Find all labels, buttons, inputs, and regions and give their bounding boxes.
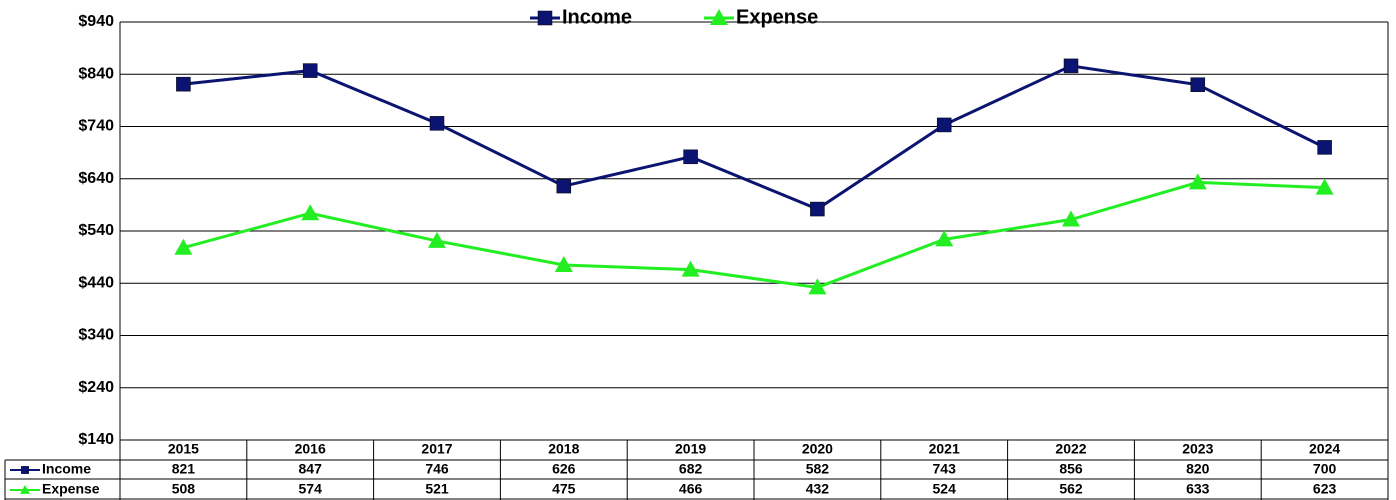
series-line [183, 180, 1325, 289]
data-point [174, 238, 193, 255]
data-point [681, 260, 700, 277]
y-tick-label: $540 [78, 222, 114, 239]
data-point [1315, 178, 1334, 195]
data-point [936, 117, 952, 133]
data-point [429, 116, 445, 131]
data-point [301, 204, 320, 221]
data-point [1063, 58, 1079, 74]
data-point [556, 178, 572, 194]
table-value: 626 [552, 461, 576, 477]
series-line [183, 64, 1326, 211]
data-point [176, 76, 191, 92]
data-point [1317, 140, 1332, 155]
y-tick-label: $440 [78, 274, 114, 291]
table-value: 574 [299, 481, 323, 497]
legend-label: Income [562, 6, 632, 28]
table-value: 700 [1313, 461, 1337, 477]
x-tick-label: 2016 [295, 441, 326, 457]
table-value: 466 [679, 481, 703, 497]
data-point [428, 231, 446, 248]
table-series-label: Expense [42, 481, 100, 497]
legend-marker [710, 9, 728, 25]
x-tick-label: 2019 [675, 441, 706, 457]
table-value: 821 [172, 461, 196, 477]
legend-marker [537, 10, 553, 26]
table-series-label: Income [42, 461, 91, 477]
x-tick-label: 2015 [168, 441, 199, 457]
y-tick-label: $140 [78, 431, 114, 448]
x-tick-label: 2021 [929, 441, 960, 457]
y-tick-label: $840 [78, 65, 114, 82]
table-value: 432 [806, 481, 830, 497]
table-value: 623 [1313, 481, 1337, 497]
table-value: 743 [933, 461, 957, 477]
table-value: 633 [1186, 481, 1210, 497]
data-point [935, 230, 954, 247]
data-point [1062, 210, 1080, 227]
x-tick-label: 2018 [548, 441, 579, 457]
table-legend-marker [21, 466, 29, 474]
y-tick-label: $340 [78, 327, 114, 344]
table-value: 508 [172, 481, 196, 497]
table-value: 746 [425, 461, 449, 477]
data-point [1190, 77, 1206, 92]
table-value: 582 [806, 461, 830, 477]
data-point [554, 255, 573, 272]
table-legend-marker [20, 485, 30, 494]
x-tick-label: 2017 [421, 441, 452, 457]
table-value: 524 [933, 481, 957, 497]
data-point [1188, 173, 1207, 190]
y-tick-label: $740 [78, 118, 114, 135]
y-tick-label: $640 [78, 170, 114, 187]
table-value: 521 [425, 481, 449, 497]
x-tick-label: 2022 [1055, 441, 1086, 457]
data-point [808, 278, 827, 295]
y-tick-label: $240 [78, 379, 114, 396]
table-value: 682 [679, 461, 703, 477]
data-point [683, 149, 698, 165]
x-tick-label: 2024 [1309, 441, 1340, 457]
x-tick-label: 2023 [1182, 441, 1213, 457]
table-value: 562 [1059, 481, 1083, 497]
data-point [302, 63, 318, 78]
y-tick-label: $940 [78, 13, 114, 30]
x-tick-label: 2020 [802, 441, 833, 457]
table-value: 820 [1186, 461, 1210, 477]
table-value: 475 [552, 481, 576, 497]
legend-label: Expense [736, 6, 818, 28]
table-value: 856 [1059, 461, 1083, 477]
table-value: 847 [299, 461, 323, 477]
data-point [810, 201, 825, 217]
